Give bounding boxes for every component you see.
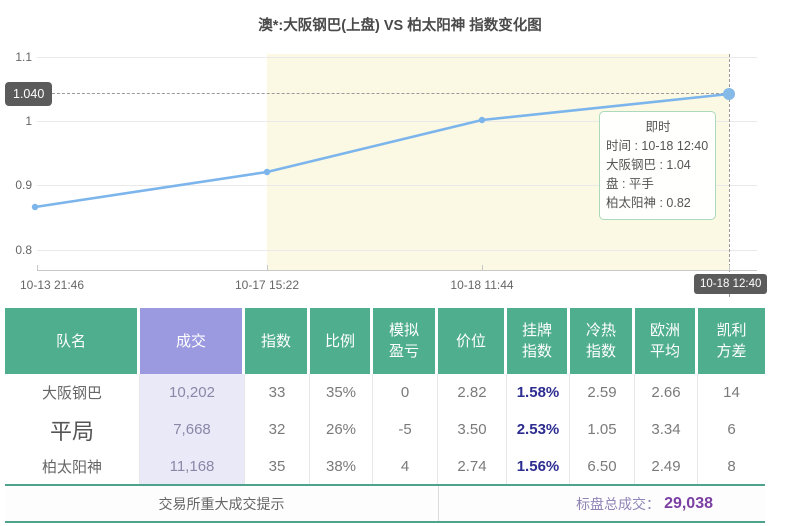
tooltip-title: 即时 — [645, 120, 671, 134]
current-time-dashed-line — [729, 54, 730, 297]
y-tick-label: 1 — [25, 114, 32, 128]
table-row: 大阪钢巴 10,202 33 35% 0 2.82 1.58% 2.59 2.6… — [5, 374, 765, 411]
gridline-1.1 — [37, 57, 757, 58]
current-value-badge: 1.040 — [5, 82, 53, 106]
table-header-row: 队名 成交 指数 比例 模拟盈亏 价位 挂牌指数 冷热指数 欧洲平均 凯利方差 — [5, 308, 765, 374]
ratio-value: 35% — [310, 374, 373, 411]
gridline-0.9 — [37, 185, 757, 186]
col-header-hot: 冷热指数 — [570, 308, 635, 374]
col-header-volume: 成交 — [140, 308, 245, 374]
ratio-value: 38% — [310, 448, 373, 485]
hot-index: 6.50 — [570, 448, 635, 485]
hot-index: 2.59 — [570, 374, 635, 411]
sim-pl-value: 0 — [373, 374, 438, 411]
x-tick-label: 10-17 15:22 — [234, 278, 300, 292]
x-tick — [729, 265, 730, 270]
table-row: 柏太阳神 11,168 35 38% 4 2.74 1.56% 6.50 2.4… — [5, 448, 765, 485]
volume: 7,668 — [140, 411, 245, 448]
price-value: 2.82 — [438, 374, 507, 411]
total-volume: 标盘总成交： 29,038 — [439, 486, 765, 521]
current-data-point[interactable] — [723, 88, 735, 100]
listed-index: 1.58% — [507, 374, 570, 411]
current-time-badge: 10-18 12:40 — [694, 274, 768, 294]
data-point[interactable] — [31, 203, 39, 211]
sim-pl-value: 4 — [373, 448, 438, 485]
y-tick-label: 0.9 — [15, 178, 32, 192]
page-title: 澳*:大阪钢巴(上盘) VS 柏太阳神 指数变化图 — [258, 18, 542, 34]
index-line-series — [31, 88, 735, 211]
col-header-kelly: 凯利方差 — [698, 308, 765, 374]
x-tick — [267, 265, 268, 270]
major-transaction-hint-link[interactable]: 交易所重大成交提示 — [5, 486, 439, 521]
listed-index: 2.53% — [507, 411, 570, 448]
data-point[interactable] — [263, 168, 271, 176]
col-header-listed: 挂牌指数 — [507, 308, 570, 374]
index-value: 32 — [245, 411, 310, 448]
x-tick-label: 10-13 21:46 — [19, 278, 85, 292]
col-header-price: 价位 — [438, 308, 507, 374]
table-footer: 交易所重大成交提示 标盘总成交： 29,038 — [5, 484, 765, 523]
total-volume-label: 标盘总成交： — [576, 495, 661, 512]
euro-average: 2.66 — [635, 374, 698, 411]
col-header-team: 队名 — [5, 308, 140, 374]
col-header-euro: 欧洲平均 — [635, 308, 698, 374]
price-value: 3.50 — [438, 411, 507, 448]
team-name: 柏太阳神 — [5, 448, 140, 485]
tooltip-handicap: 盘 : 平手 — [606, 177, 654, 191]
team-name: 平局 — [5, 411, 140, 448]
gridline-1.0 — [37, 121, 757, 122]
col-header-index: 指数 — [245, 308, 310, 374]
x-tick-label: 10-18 11:44 — [450, 278, 514, 292]
euro-average: 2.49 — [635, 448, 698, 485]
sim-pl-value: -5 — [373, 411, 438, 448]
odds-table: 队名 成交 指数 比例 模拟盈亏 价位 挂牌指数 冷热指数 欧洲平均 凯利方差 … — [5, 308, 765, 485]
kelly-variance: 8 — [698, 448, 765, 485]
volume: 11,168 — [140, 448, 245, 485]
table-row: 平局 7,668 32 26% -5 3.50 2.53% 1.05 3.34 … — [5, 411, 765, 448]
listed-index: 1.56% — [507, 448, 570, 485]
price-value: 2.74 — [438, 448, 507, 485]
index-value: 33 — [245, 374, 310, 411]
chart-tooltip: 即时 时间 : 10-18 12:40 大阪钢巴 : 1.04 盘 : 平手 柏… — [599, 111, 716, 220]
x-axis — [37, 270, 757, 271]
tooltip-home-index: 大阪钢巴 : 1.04 — [606, 158, 691, 172]
team-name: 大阪钢巴 — [5, 374, 140, 411]
kelly-variance: 14 — [698, 374, 765, 411]
x-tick — [482, 265, 483, 270]
data-point[interactable] — [478, 116, 486, 124]
volume: 10,202 — [140, 374, 245, 411]
ratio-value: 26% — [310, 411, 373, 448]
col-header-ratio: 比例 — [310, 308, 373, 374]
y-tick-label: 1.1 — [15, 50, 32, 64]
index-value: 35 — [245, 448, 310, 485]
total-volume-value: 29,038 — [664, 494, 713, 512]
col-header-sim-pl: 模拟盈亏 — [373, 308, 438, 374]
tooltip-time: 时间 : 10-18 12:40 — [606, 139, 709, 153]
kelly-variance: 6 — [698, 411, 765, 448]
euro-average: 3.34 — [635, 411, 698, 448]
gridline-0.8 — [37, 250, 757, 251]
current-value-dashed-line — [47, 93, 729, 94]
y-tick-label: 0.8 — [15, 243, 32, 257]
hot-index: 1.05 — [570, 411, 635, 448]
tooltip-away-index: 柏太阳神 : 0.82 — [606, 196, 691, 210]
x-tick — [37, 265, 38, 270]
